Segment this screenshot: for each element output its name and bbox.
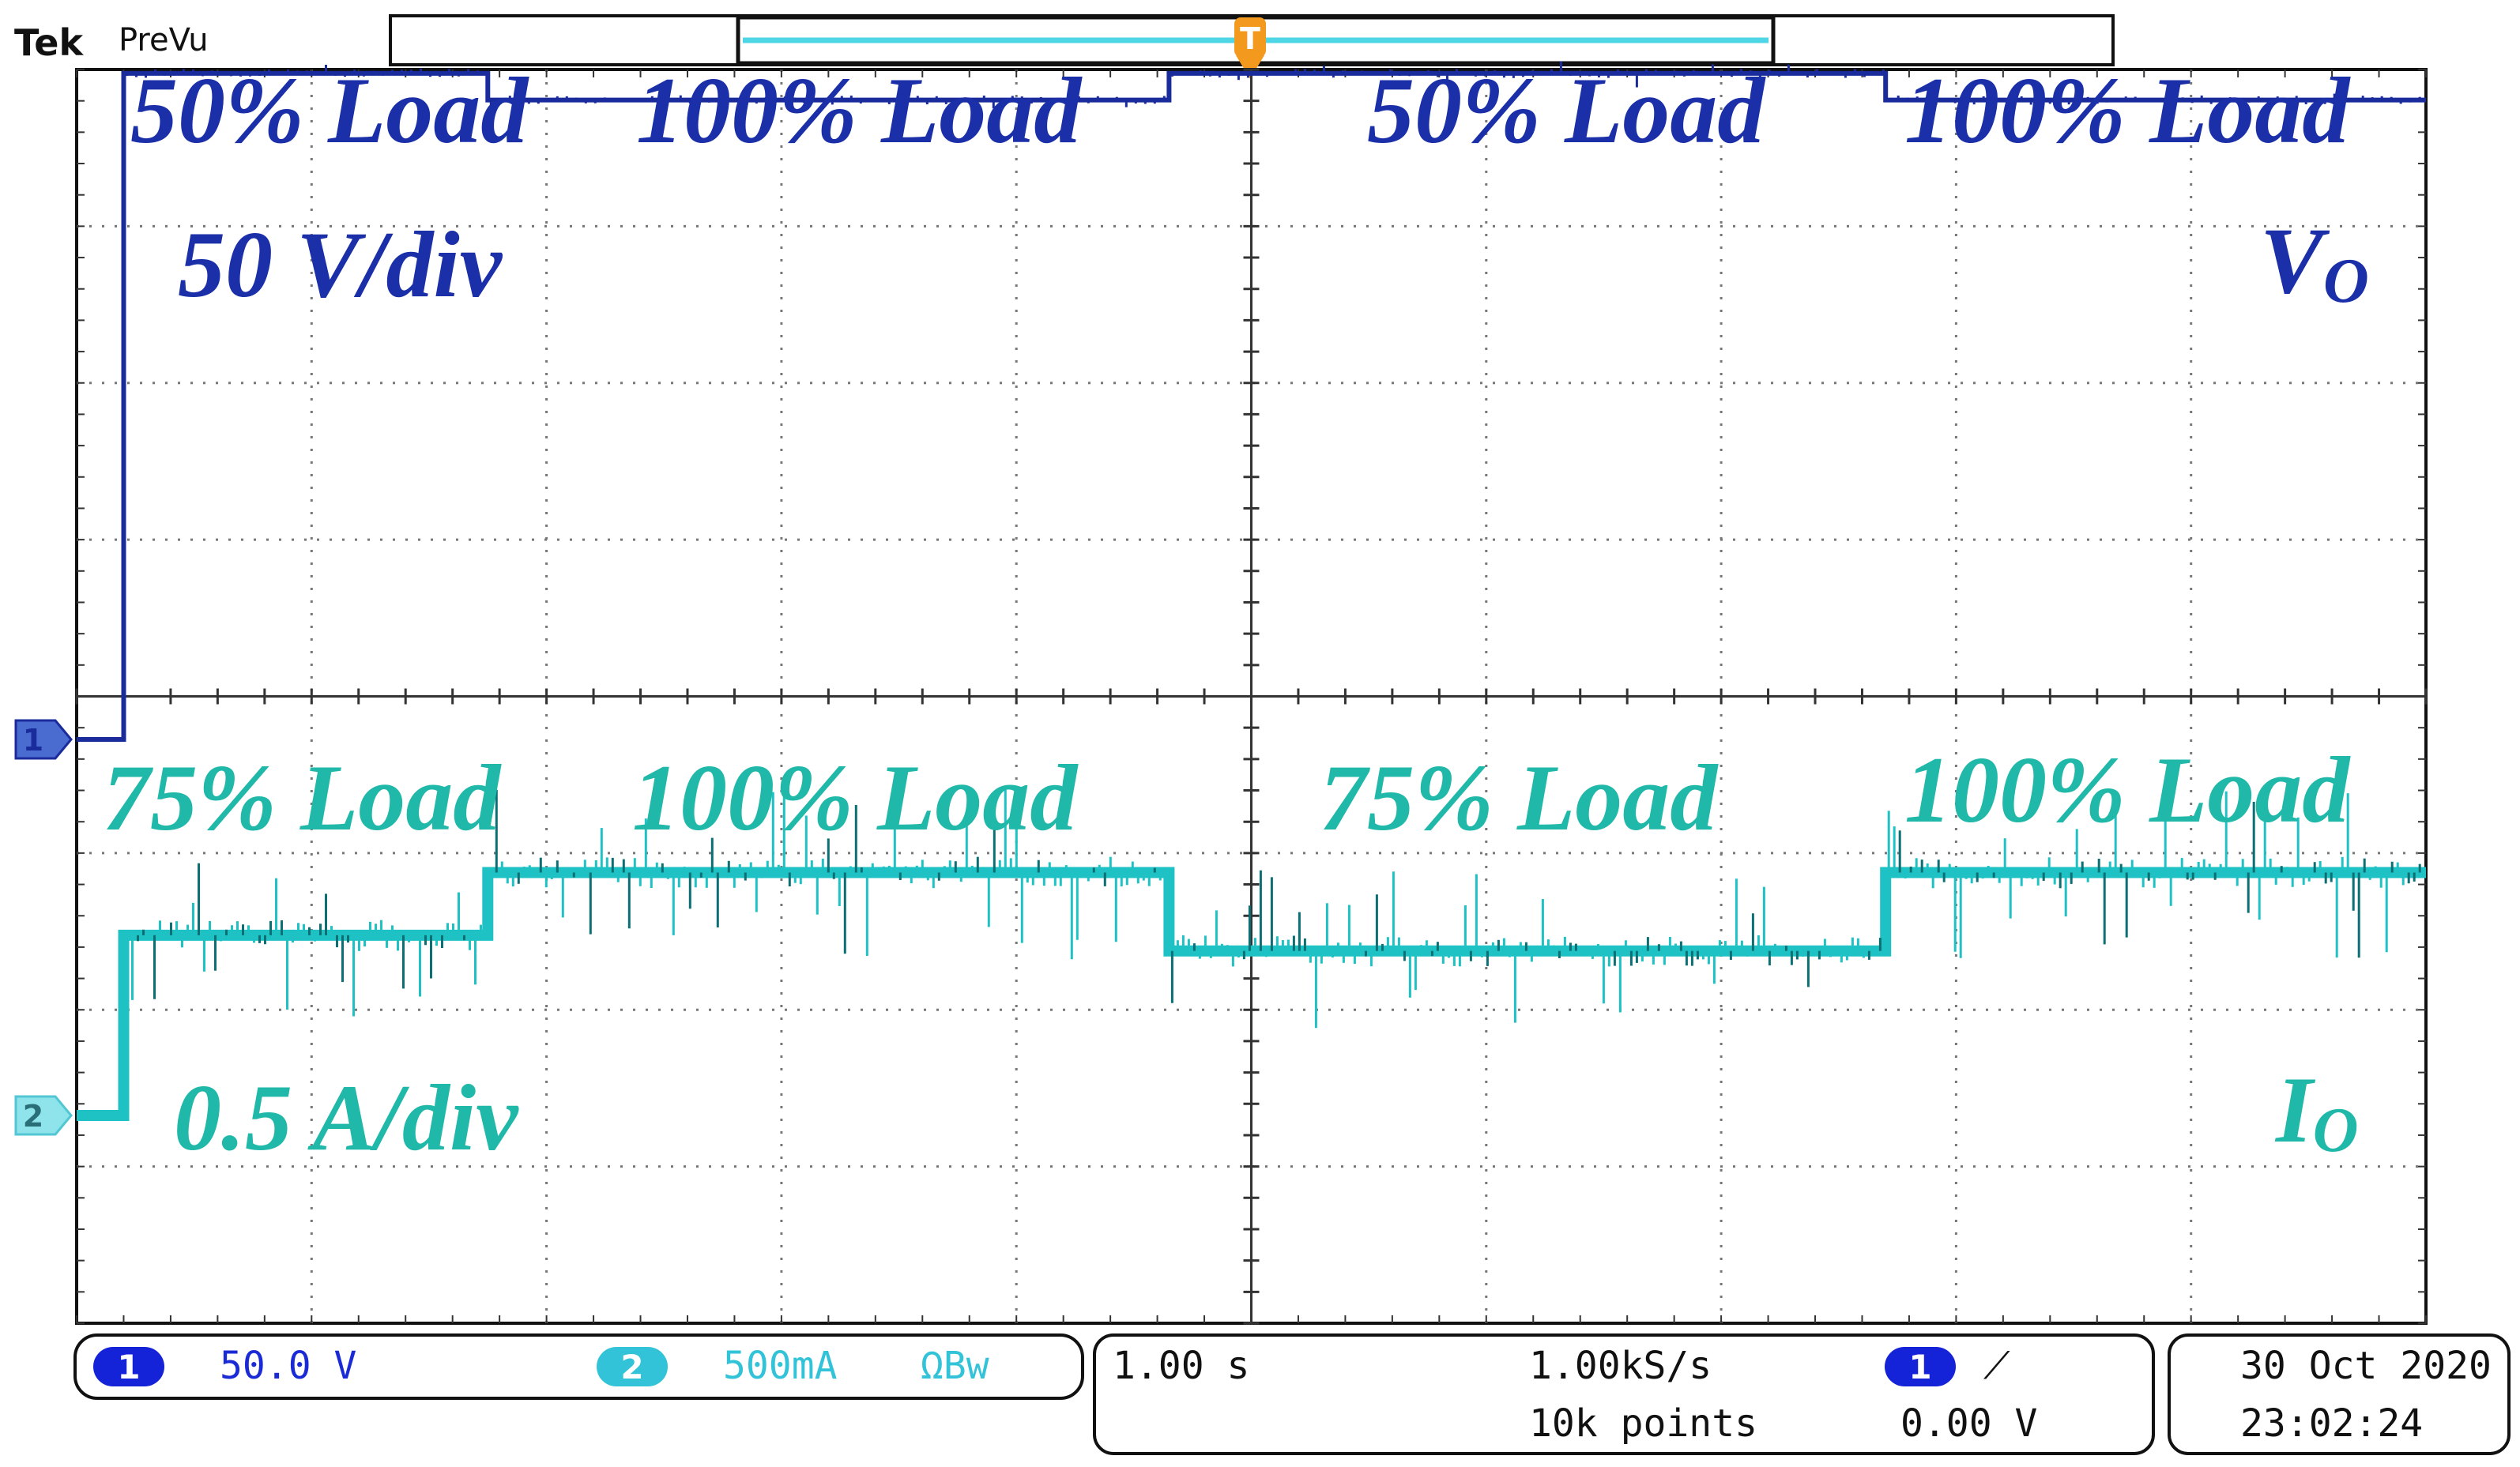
graticule bbox=[75, 68, 2428, 1325]
vo-load-label-3: 50% Load bbox=[1367, 58, 1766, 163]
ch2-impedance-bandwidth: ΩBw bbox=[921, 1344, 989, 1388]
record-length-readout: 10k points bbox=[1529, 1401, 1757, 1446]
ch2-badge: 2 bbox=[620, 1348, 643, 1386]
io-load-label-2: 100% Load bbox=[632, 745, 1079, 850]
trigger-source-badge: 1 bbox=[1908, 1348, 1931, 1386]
trigger-slope-icon: ⟋ bbox=[1983, 1344, 2010, 1388]
ch2-scale-readout: 500mA bbox=[723, 1344, 838, 1388]
acquisition-mode: PreVu bbox=[119, 22, 209, 58]
io-load-label-3: 75% Load bbox=[1320, 745, 1719, 850]
waveform-traces bbox=[77, 61, 2426, 1121]
datetime-panel bbox=[2168, 1333, 2511, 1455]
trigger-position-marker[interactable]: T bbox=[1234, 17, 1266, 79]
ch1-marker-label: 1 bbox=[23, 723, 43, 758]
vo-load-label-2: 100% Load bbox=[636, 58, 1083, 163]
vo-load-label-1: 50% Load bbox=[130, 58, 529, 163]
trigger-level-readout: 0.00 V bbox=[1900, 1401, 2037, 1446]
io-trace-label: IO bbox=[2274, 1057, 2358, 1165]
ch1-scale-readout: 50.0 V bbox=[220, 1344, 356, 1388]
sample-rate-readout: 1.00kS/s bbox=[1529, 1344, 1712, 1388]
date-readout: 30 Oct 2020 bbox=[2240, 1344, 2492, 1388]
ch1-readout[interactable]: 1 50.0 V bbox=[93, 1344, 356, 1388]
time-readout: 23:02:24 bbox=[2240, 1401, 2423, 1446]
io-scale-label: 0.5 A/div bbox=[174, 1065, 519, 1170]
ch1-ground-marker[interactable]: 1 bbox=[14, 719, 73, 760]
trigger-readout[interactable]: 1 ⟋ 0.00 V bbox=[1885, 1344, 2037, 1446]
ch1-badge: 1 bbox=[117, 1348, 140, 1386]
channel-readout-panel[interactable] bbox=[73, 1333, 1084, 1400]
vo-trace-label: VO bbox=[2260, 208, 2369, 316]
io-load-label-4: 100% Load bbox=[1904, 737, 2351, 842]
io-load-label-1: 75% Load bbox=[103, 745, 502, 850]
ch2-marker-label: 2 bbox=[23, 1099, 43, 1134]
timebase-readout[interactable]: 1.00 s bbox=[1113, 1344, 1249, 1388]
vo-load-label-4: 100% Load bbox=[1904, 58, 2351, 163]
ch2-readout[interactable]: 2 500mA ΩBw bbox=[597, 1344, 989, 1388]
ch2-ground-marker[interactable]: 2 bbox=[14, 1095, 73, 1136]
trace-vo-step bbox=[77, 70, 2426, 742]
brand-logo: Tek bbox=[14, 21, 84, 64]
trigger-marker-label: T bbox=[1240, 21, 1260, 56]
vo-scale-label: 50 V/div bbox=[178, 212, 503, 317]
